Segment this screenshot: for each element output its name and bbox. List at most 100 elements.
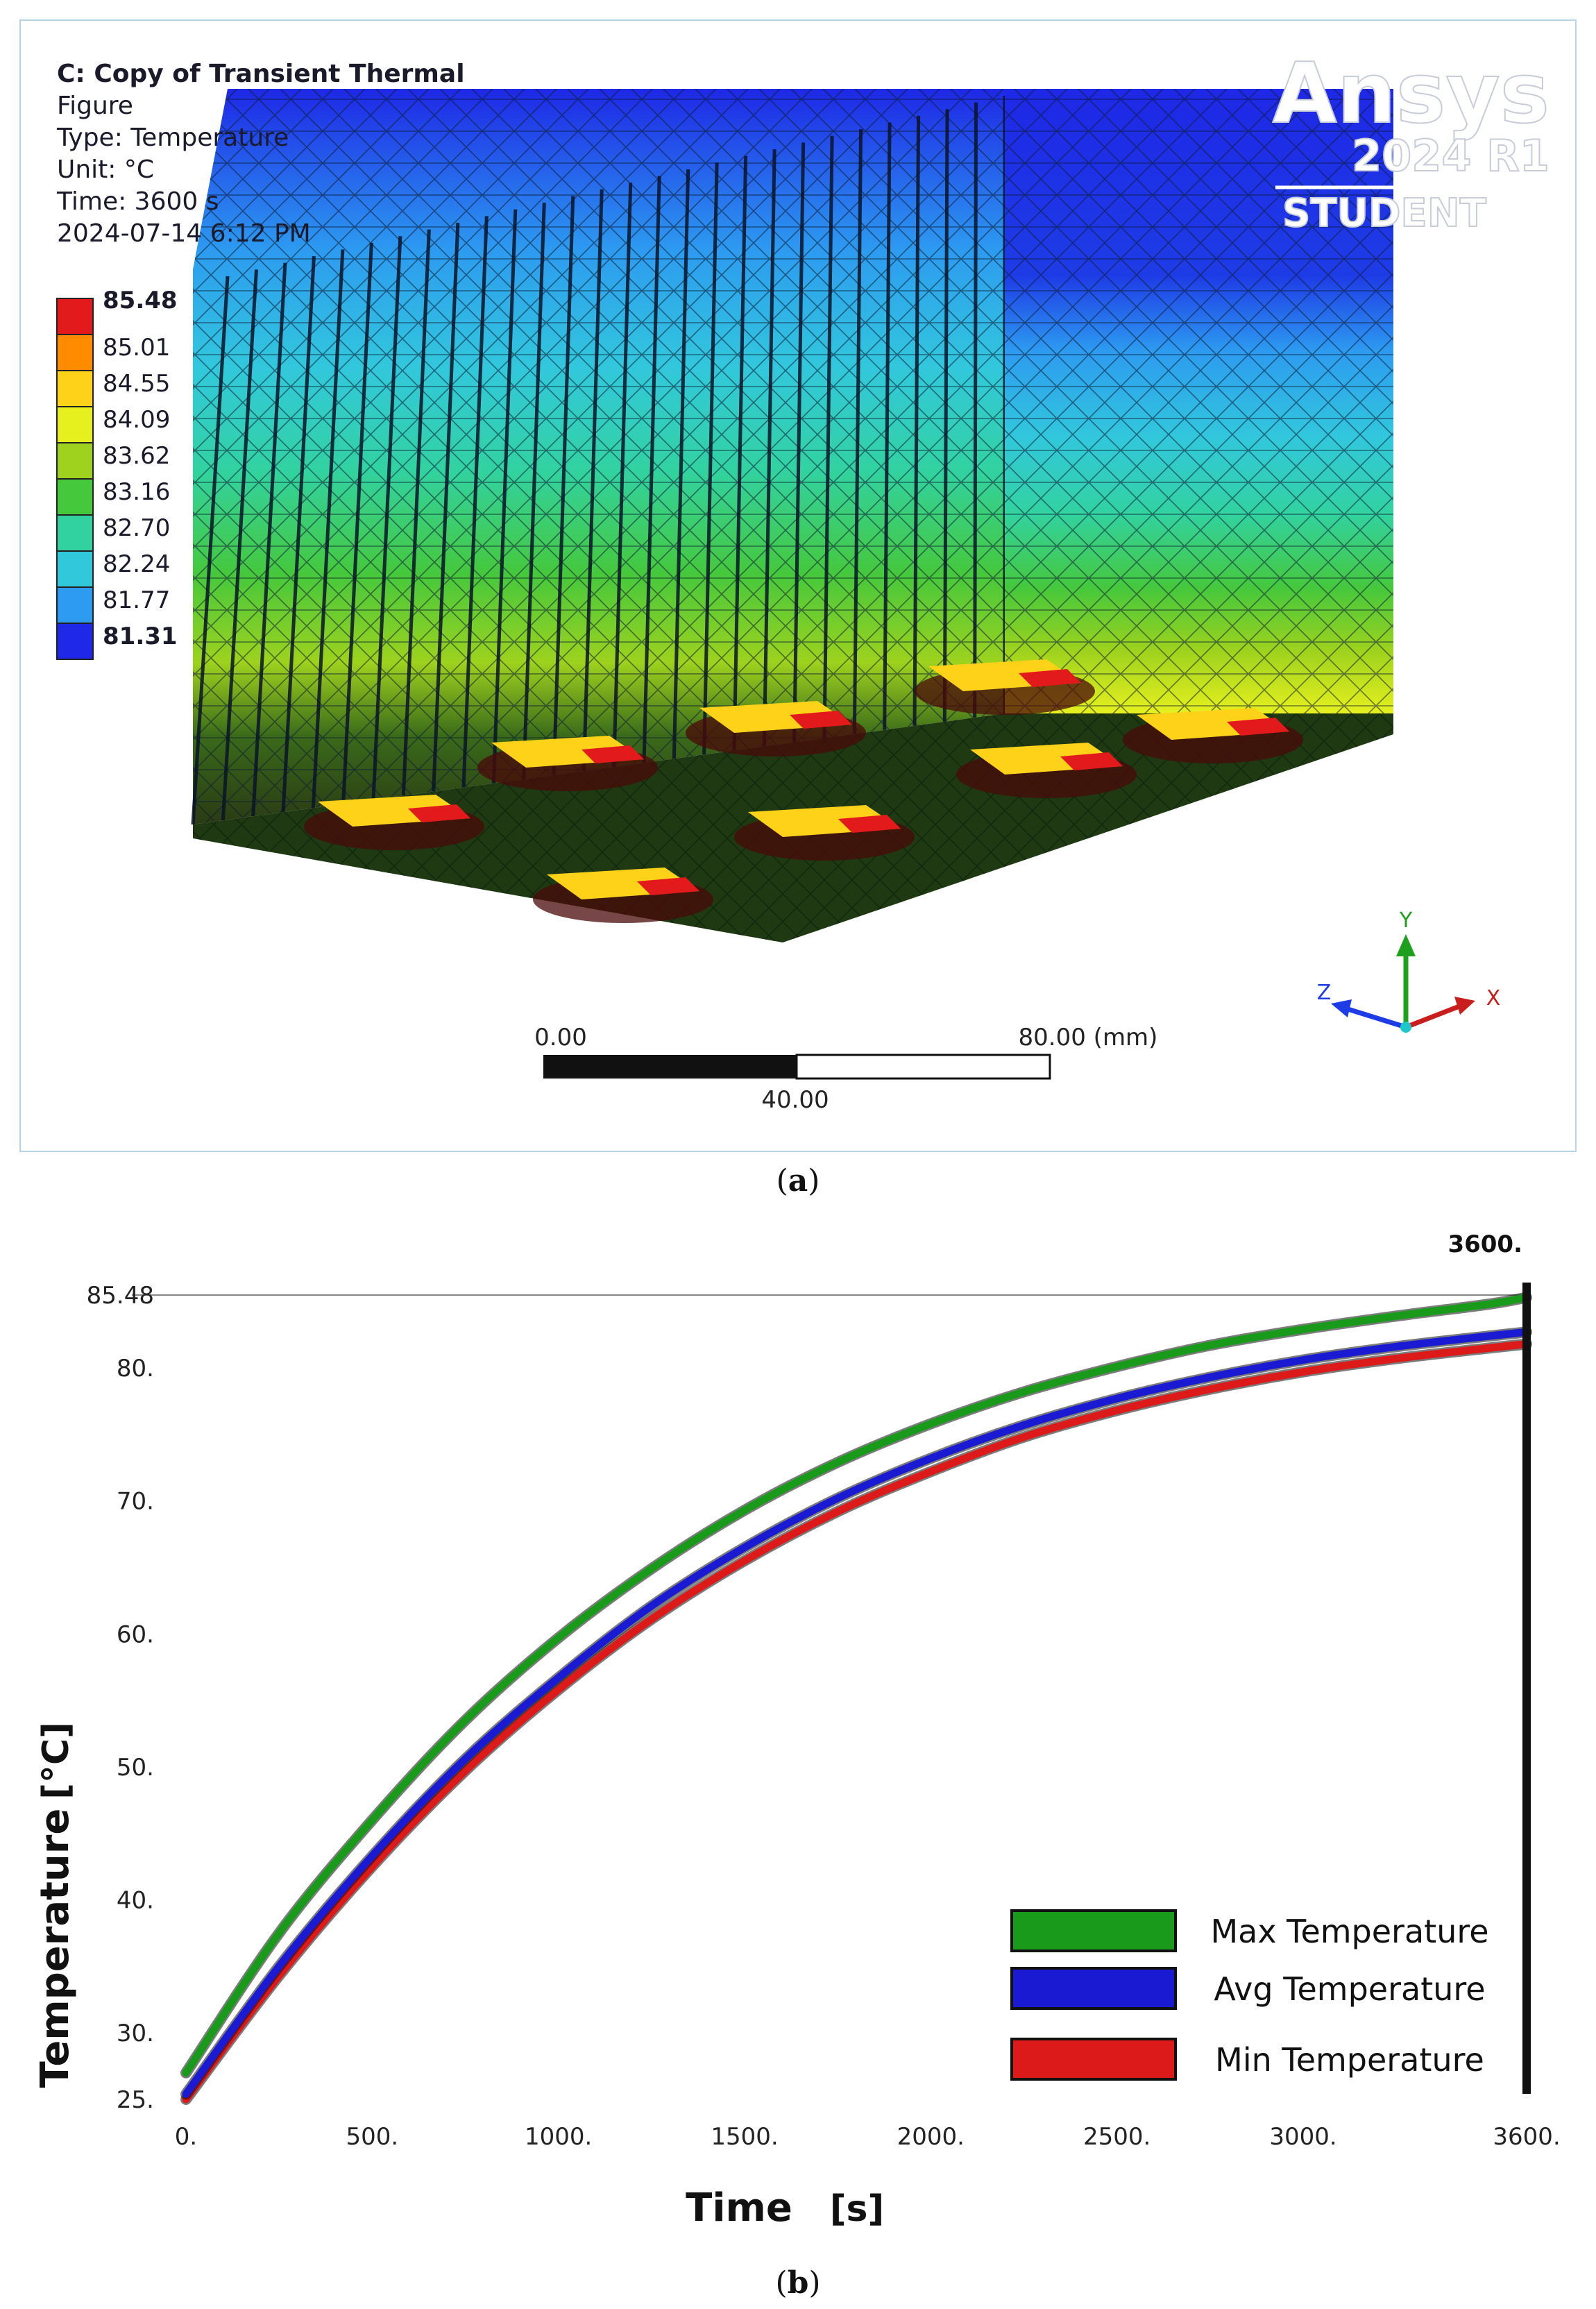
y-tick-label: 60.: [117, 1621, 154, 1648]
info-line: Time: 3600 s: [56, 187, 219, 216]
legend-avg-temperature: Avg Temperature: [1010, 1967, 1486, 2010]
chart-legend: Max Temperature Avg Temperature Min Temper…: [1010, 1909, 1489, 2081]
heat-sources: [304, 659, 1303, 923]
fin-edge: [581, 189, 604, 772]
scale-bar-left-label: 0.00: [534, 1024, 587, 1051]
x-tick-label: 3600.: [1493, 2123, 1560, 2151]
legend-swatch: [1010, 1909, 1177, 1952]
heat-source-hotspot: [581, 745, 644, 763]
avg-temperature-line: [182, 1328, 1531, 2098]
legend-max-temperature: Max Temperature: [1010, 1909, 1489, 1952]
x-tick-labels: 0. 500. 1000. 1500. 2000. 2500. 3000. 3600.: [175, 2123, 1561, 2151]
legend-label: Max Temperature: [1210, 1913, 1488, 1950]
fin-edge: [912, 115, 921, 726]
fin-edge: [702, 162, 719, 755]
fin-edge: [371, 236, 402, 800]
legend-label: Avg Temperature: [1214, 1970, 1485, 2008]
heatsink-fin-edges: [191, 96, 1007, 825]
fin-edge: [251, 262, 287, 817]
x-tick-label: 2500.: [1083, 2123, 1151, 2151]
legend-swatch: [56, 586, 94, 624]
info-line: Type: Temperature: [56, 124, 289, 152]
coordinate-triad[interactable]: Y X Z: [1317, 908, 1501, 1033]
y-tick-label: 30.: [117, 2020, 154, 2047]
fin-edge: [491, 209, 518, 784]
fin-edge: [822, 135, 834, 738]
caption-b: (b): [775, 2265, 821, 2301]
heat-source-hotspot: [1227, 718, 1289, 736]
fin-edge: [281, 255, 316, 813]
min-temperature-line: [182, 1340, 1531, 2104]
max-temperature-line-outline: [180, 1292, 1532, 2079]
x-tick-label: 0.: [175, 2123, 197, 2151]
time-marker-label: 3600.: [1448, 1230, 1522, 1258]
time-marker[interactable]: 3600.: [1448, 1230, 1531, 2094]
heat-source-hotspot: [790, 711, 852, 729]
legend-swatch: [56, 298, 94, 335]
temperature-legend: 85.48 85.01 84.55 84.09 83.62 83.16 82.70 82.24…: [56, 287, 178, 660]
fin-edge: [401, 229, 431, 796]
legend-swatch: [56, 550, 94, 588]
triad-z-label: Z: [1317, 981, 1332, 1005]
y-tick-label: 50.: [117, 1754, 154, 1782]
legend-label: Min Temperature: [1215, 2041, 1484, 2079]
fin-edge: [792, 142, 806, 743]
ansys-logo: Ansys 2024 R1 STUDENT: [1272, 45, 1553, 237]
legend-value: 84.55: [103, 370, 170, 398]
thermal-viewport[interactable]: C: Copy of Transient Thermal Figure Type: …: [18, 18, 1578, 1153]
legend-swatch: [56, 623, 94, 660]
legend-value: 83.62: [103, 442, 170, 470]
fin-edge: [461, 216, 489, 788]
fin-edge: [311, 249, 345, 809]
legend-swatch: [1010, 2038, 1177, 2081]
legend-value: 84.09: [103, 406, 170, 434]
legend-swatch: [56, 370, 94, 407]
fin-edge: [732, 155, 748, 751]
y-tick-label: 85.48: [87, 1282, 154, 1310]
temperature-chart: 3600. 0. 500. 1000. 1500. 2000. 2500. 3000. 360…: [33, 1230, 1561, 2231]
y-tick-label: 25.: [117, 2086, 154, 2114]
y-axis-label: Temperature: [33, 1809, 78, 2088]
legend-swatch: [56, 514, 94, 552]
info-line: C: Copy of Transient Thermal: [57, 60, 465, 88]
caption-a: (a): [776, 1163, 820, 1199]
fin-edge: [762, 149, 776, 747]
y-tick-label: 70.: [117, 1488, 154, 1516]
legend-value: 83.16: [103, 478, 170, 506]
brand-version: 2024 R1: [1352, 130, 1550, 181]
fin-edge: [552, 196, 575, 775]
heat-source-hotspot: [838, 815, 901, 833]
x-axis-label: Time: [686, 2185, 792, 2231]
max-temperature-line: [182, 1293, 1531, 2077]
temperature-history-panel: 3600. 0. 500. 1000. 1500. 2000. 2500. 3000. 360…: [0, 1208, 1596, 2306]
heat-source-hotspot: [408, 804, 470, 822]
triad-origin: [1400, 1022, 1411, 1033]
thermal-figure-panel: C: Copy of Transient Thermal Figure Type: …: [18, 18, 1578, 1153]
legend-value: 85.01: [103, 334, 170, 362]
fin-edge: [432, 222, 460, 792]
x-tick-label: 500.: [346, 2123, 398, 2151]
triad-z-axis: [1342, 1005, 1407, 1030]
x-tick-label: 2000.: [897, 2123, 965, 2151]
legend-min-temperature: Min Temperature: [1010, 2038, 1484, 2081]
fin-edge: [852, 129, 863, 734]
fin-edge: [341, 242, 373, 804]
legend-value: 81.77: [103, 586, 170, 614]
x-tick-label: 1500.: [711, 2123, 778, 2151]
triad-y-label: Y: [1399, 908, 1413, 933]
y-tick-labels: 25. 30. 40. 50. 60. 70. 80. 85.48: [87, 1282, 154, 2114]
legend-value: 85.48: [103, 287, 178, 314]
x-tick-label: 3000.: [1269, 2123, 1336, 2151]
scale-bar: 0.00 80.00 (mm) 40.00: [534, 1024, 1157, 1114]
legend-value: 82.70: [103, 514, 170, 542]
brand-edition: STUDENT: [1282, 191, 1486, 236]
result-info-block: C: Copy of Transient Thermal Figure Type: …: [56, 60, 465, 248]
triad-y-arrow-icon: [1396, 934, 1416, 956]
info-line: Figure: [57, 92, 133, 120]
triad-x-arrow-icon: [1454, 997, 1475, 1015]
info-line: Unit: °C: [57, 155, 154, 184]
caption-b-label: b: [787, 2265, 809, 2301]
x-axis-title: Time [s]: [686, 2185, 884, 2231]
scale-bar-white-segment: [795, 1054, 1051, 1080]
y-axis-unit: [°C]: [35, 1722, 77, 1800]
